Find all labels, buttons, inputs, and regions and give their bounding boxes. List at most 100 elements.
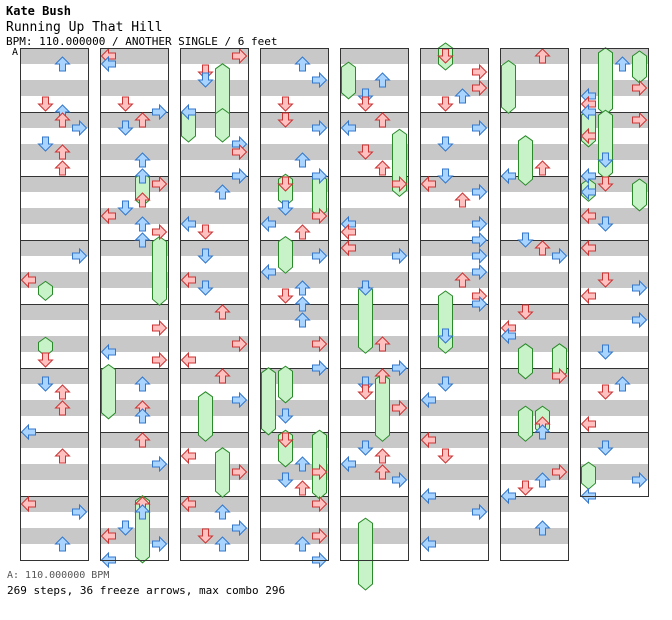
beat-stripe bbox=[260, 336, 328, 352]
step-arrow-down bbox=[438, 96, 453, 112]
freeze-arrow bbox=[392, 128, 407, 198]
beat-stripe bbox=[420, 48, 488, 64]
beat-stripe bbox=[340, 176, 408, 192]
beat-stripe bbox=[340, 304, 408, 320]
beat-stripe bbox=[500, 208, 568, 224]
freeze-arrow bbox=[501, 59, 516, 114]
beat-stripe bbox=[420, 240, 488, 256]
step-arrow-down bbox=[358, 384, 373, 400]
beat-stripe bbox=[20, 400, 88, 416]
beat-stripe bbox=[500, 240, 568, 256]
beat-stripe bbox=[260, 112, 328, 128]
freeze-arrow bbox=[278, 365, 293, 404]
beat-stripe bbox=[500, 528, 568, 544]
beat-stripe bbox=[100, 400, 168, 416]
beat-stripe bbox=[20, 176, 88, 192]
beat-stripe bbox=[100, 336, 168, 352]
beat-stripe bbox=[20, 464, 88, 480]
chart-column bbox=[500, 48, 569, 561]
beat-stripe bbox=[20, 336, 88, 352]
beat-stripe bbox=[580, 240, 648, 256]
beat-stripe bbox=[180, 144, 248, 160]
beat-stripe bbox=[100, 496, 168, 512]
freeze-arrow bbox=[278, 235, 293, 274]
beat-stripe bbox=[340, 496, 408, 512]
beat-stripe bbox=[100, 528, 168, 544]
beat-stripe bbox=[340, 432, 408, 448]
beat-stripe bbox=[580, 304, 648, 320]
step-arrow-right bbox=[152, 224, 167, 240]
beat-stripe bbox=[100, 368, 168, 384]
freeze-arrow bbox=[38, 336, 53, 358]
beat-stripe bbox=[580, 112, 648, 128]
chart-column bbox=[340, 48, 409, 561]
beat-stripe bbox=[580, 144, 648, 160]
chart-column bbox=[100, 48, 169, 561]
beat-stripe bbox=[180, 176, 248, 192]
beat-stripe bbox=[260, 432, 328, 448]
step-arrow-left bbox=[181, 352, 196, 368]
beat-stripe bbox=[180, 80, 248, 96]
step-arrow-up bbox=[375, 448, 390, 464]
beat-stripe bbox=[420, 112, 488, 128]
beat-stripe bbox=[580, 368, 648, 384]
step-arrow-down bbox=[518, 480, 533, 496]
step-arrow-down bbox=[38, 96, 53, 112]
freeze-arrow bbox=[101, 363, 116, 420]
beat-stripe bbox=[420, 336, 488, 352]
beat-stripe bbox=[180, 400, 248, 416]
step-arrow-up bbox=[535, 160, 550, 176]
beat-stripe bbox=[580, 400, 648, 416]
freeze-arrow bbox=[261, 367, 276, 436]
step-arrow-down bbox=[118, 96, 133, 112]
step-arrow-up bbox=[55, 160, 70, 176]
beat-stripe bbox=[100, 240, 168, 256]
beat-stripe bbox=[580, 432, 648, 448]
beat-stripe bbox=[500, 400, 568, 416]
beat-stripe bbox=[20, 240, 88, 256]
freeze-arrow bbox=[518, 343, 533, 380]
beat-stripe bbox=[420, 432, 488, 448]
beat-stripe bbox=[340, 272, 408, 288]
beat-stripe bbox=[180, 432, 248, 448]
step-arrow-down bbox=[198, 224, 213, 240]
freeze-arrow bbox=[581, 461, 596, 490]
beat-stripe bbox=[500, 368, 568, 384]
beat-stripe bbox=[260, 400, 328, 416]
beat-stripe bbox=[340, 400, 408, 416]
beat-stripe bbox=[340, 240, 408, 256]
beat-stripe bbox=[420, 368, 488, 384]
step-arrow-right bbox=[152, 352, 167, 368]
beat-stripe bbox=[260, 80, 328, 96]
beat-stripe bbox=[420, 176, 488, 192]
freeze-arrow bbox=[598, 47, 613, 116]
beat-stripe bbox=[20, 432, 88, 448]
beat-stripe bbox=[500, 304, 568, 320]
beat-stripe bbox=[340, 80, 408, 96]
beat-stripe bbox=[420, 144, 488, 160]
beat-stripe bbox=[100, 112, 168, 128]
chart-column bbox=[20, 48, 89, 561]
freeze-arrow bbox=[341, 61, 356, 100]
freeze-arrow bbox=[438, 290, 453, 354]
beat-stripe bbox=[340, 208, 408, 224]
step-arrow-right bbox=[152, 320, 167, 336]
beat-stripe bbox=[180, 272, 248, 288]
beat-stripe bbox=[340, 368, 408, 384]
beat-stripe bbox=[260, 176, 328, 192]
beat-stripe bbox=[100, 432, 168, 448]
beat-stripe bbox=[500, 176, 568, 192]
freeze-arrow bbox=[375, 373, 390, 442]
bpm-marker: A bbox=[12, 47, 19, 58]
beat-stripe bbox=[420, 400, 488, 416]
beat-stripe bbox=[340, 528, 408, 544]
beat-stripe bbox=[180, 208, 248, 224]
beat-stripe bbox=[180, 368, 248, 384]
beat-stripe bbox=[260, 272, 328, 288]
beat-stripe bbox=[20, 528, 88, 544]
beat-stripe bbox=[580, 176, 648, 192]
freeze-arrow bbox=[38, 280, 53, 302]
beat-stripe bbox=[260, 304, 328, 320]
beat-stripe bbox=[420, 304, 488, 320]
beat-stripe bbox=[580, 80, 648, 96]
